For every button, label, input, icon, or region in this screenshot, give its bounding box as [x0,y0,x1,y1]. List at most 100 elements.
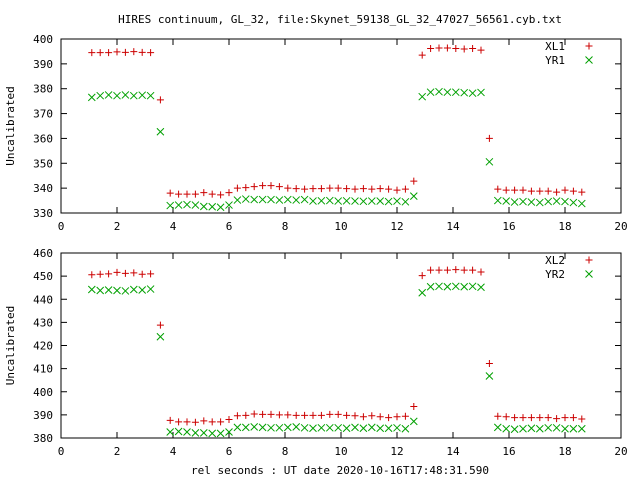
xl2-point [527,414,535,422]
yr1-point [493,196,502,205]
yr1-point [258,195,267,204]
xl1-point [96,49,104,57]
xl2-point [561,414,569,422]
x-tick-label: 16 [502,220,515,233]
lower-panel: 380 390 400 410 420 430 440 450 460 0 2 4 6 8 10 12 14 16… [4,247,628,458]
yr1-point [96,91,105,100]
xl1-point [233,184,241,192]
x-tick-label: 0 [58,220,65,233]
chart-title: HIRES continuum, GL_32, file:Skynet_5913… [118,13,562,26]
yr1-point [527,198,536,206]
xl2-point [96,270,104,278]
x-tick-label: 14 [446,445,460,458]
x-tick-label: 8 [282,445,289,458]
xl2-point [250,410,258,418]
yr1-point [325,196,334,205]
xl2-point [175,418,183,426]
xl2-point [578,415,586,423]
xl2-point [166,416,174,424]
xl2-point [105,270,113,278]
xl1-point [368,185,376,193]
y-tick-label: 390 [33,409,53,422]
yr2-point [96,286,105,295]
xl2-point [233,412,241,420]
xl1-point [427,44,435,52]
xl2-point [443,266,451,274]
legend-marker-xl2 [585,256,593,264]
xl1-point [259,182,267,190]
y-axis-label: Uncalibrated [4,86,17,165]
xl1-point [284,184,292,192]
xl2-point [208,418,216,426]
y-tick-label: 440 [33,293,53,306]
xl2-point [553,415,561,423]
x-tick-label: 18 [558,445,571,458]
xl1-point [435,44,443,52]
y-tick-label: 400 [33,386,53,399]
xl1-point [536,187,544,195]
y-tick-label: 380 [33,83,53,96]
x-tick-label: 18 [558,220,571,233]
yr1-point [104,91,113,99]
yr1-point [351,197,359,205]
yr2-point [527,424,536,433]
yr2-point [409,417,418,426]
x-tick-label: 6 [226,220,233,233]
yr2-point [317,423,326,432]
yr2-point [199,429,208,437]
xl2-point [317,411,325,419]
yr2-point [342,424,351,433]
yr2-point [367,423,376,432]
yr1-point [166,201,175,210]
xl1-point [191,190,199,198]
xl1-point [242,184,250,192]
xl1-point [183,190,191,198]
xl1-point [569,187,577,195]
xl2-point [130,269,138,277]
xl1-point [527,187,535,195]
y-tick-label: 420 [33,340,53,353]
yr2-point [258,423,267,432]
x-axis-label: rel seconds : UT date 2020-10-16T17:48:3… [191,464,489,477]
xl1-point [452,44,460,52]
yr1-point [283,195,292,204]
xl2-point [393,413,401,421]
yr1-point [401,197,410,206]
xl1-point [393,186,401,194]
yr1-point [342,196,351,205]
xl2-point [121,269,129,277]
yr1-point [544,197,553,206]
yr2-point [334,423,343,432]
xl1-point [359,185,367,193]
yr2-point [121,287,130,295]
xl1-point [410,177,418,185]
yr1-point [199,202,208,211]
yr1-point [477,88,485,97]
xl2-point [147,270,155,278]
yr2-point [544,423,553,432]
y-tick-label: 340 [33,182,53,195]
xl2-point [544,414,552,422]
yr1-point [393,197,401,205]
yr1-point [460,88,469,97]
xl1-point [561,186,569,194]
yr1-point [334,197,343,205]
xl2-point [88,271,96,279]
lower-plot-frame [60,252,622,439]
yr1-point [208,202,217,211]
yr2-point [502,424,511,433]
xl1-point [519,186,527,194]
yr2-point [552,423,561,432]
xl1-point [485,134,493,142]
yr1-point [267,195,275,204]
xl2-point [502,413,510,421]
xl1-point [121,48,129,56]
xl2-point [385,414,393,422]
yr2-point [393,423,401,432]
x-tick-label: 20 [614,445,627,458]
xl2-point [418,272,426,280]
xl2-point [326,410,334,418]
xl2-point [494,412,502,420]
yr1-point [113,91,121,100]
